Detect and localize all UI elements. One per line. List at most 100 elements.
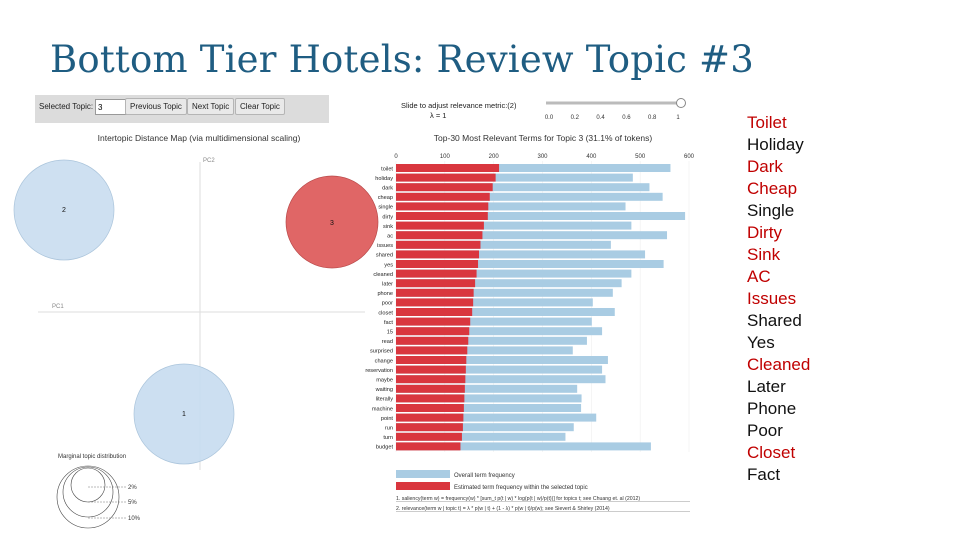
term-label-surprised[interactable]: surprised	[370, 349, 393, 355]
topic-circle-1[interactable]: 1	[133, 363, 235, 465]
footnote-saliency: 1. saliency(term w) = frequency(w) * [su…	[396, 496, 640, 502]
term-label-sink[interactable]: sink	[383, 224, 393, 230]
x-tick-500: 500	[635, 154, 646, 160]
term-label-maybe[interactable]: maybe	[376, 378, 393, 384]
term-label-fact[interactable]: fact	[384, 320, 393, 326]
topic-bar-fact	[396, 317, 471, 326]
overall-bar-waiting	[396, 384, 578, 393]
term-label-phone[interactable]: phone	[377, 291, 393, 297]
topic-bar-single	[396, 202, 489, 211]
overall-bar-shared	[396, 250, 646, 259]
topic-bar-issues	[396, 240, 481, 249]
term-label-later[interactable]: later	[382, 282, 393, 288]
relevance-slider-label: Slide to adjust relevance metric:(2)	[401, 101, 517, 110]
overall-bar-fact	[396, 317, 592, 326]
distance-map-title: Intertopic Distance Map (via multidimens…	[98, 133, 301, 143]
overall-bar-closet	[396, 308, 615, 316]
marginal-legend-title: Marginal topic distribution	[58, 454, 126, 460]
term-label-issues[interactable]: issues	[377, 243, 393, 249]
topic-circle-3[interactable]: 3	[285, 175, 379, 269]
term-label-15[interactable]: 15	[387, 330, 393, 336]
footnote-relevance: 2. relevance(term w | topic t) = λ * p(w…	[396, 506, 610, 512]
term-list-item-dirty: Dirty	[747, 223, 782, 242]
legend-swatch-overall	[396, 470, 450, 478]
overall-bar-toilet	[396, 164, 671, 172]
bar-x-ticks: 0 100 200 300 400 500 600	[394, 154, 694, 160]
overall-bar-budget	[396, 442, 651, 451]
term-label-reservation[interactable]: reservation	[365, 368, 393, 374]
topic-bar-shared	[396, 250, 480, 259]
bar-term-labels: toilet holiday dark cheap single dirty sink ac i…	[365, 166, 393, 450]
overall-bar-read	[396, 336, 587, 345]
term-label-budget[interactable]: budget	[376, 445, 394, 451]
topic-bar-holiday	[396, 173, 496, 182]
overall-bar-sink	[396, 221, 632, 230]
overall-bar-single	[396, 202, 626, 211]
topic-bar-turn	[396, 432, 462, 441]
term-label-run[interactable]: run	[385, 426, 393, 432]
topic-bar-change	[396, 356, 467, 364]
term-label-dirty[interactable]: dirty	[382, 214, 393, 220]
term-label-waiting[interactable]: waiting	[375, 387, 393, 393]
legend-size-5pct: 5%	[128, 500, 137, 506]
topic-bar-cleaned	[396, 269, 477, 278]
term-list-item-shared: Shared	[747, 311, 802, 330]
slider-tick-2: 0.4	[596, 115, 605, 121]
slider-tick-4: 0.8	[648, 115, 657, 121]
topic-label-2: 2	[62, 207, 66, 214]
topic-bar-cheap	[396, 192, 490, 201]
term-label-literally[interactable]: literally	[376, 397, 394, 403]
term-label-machine[interactable]: machine	[372, 406, 393, 412]
next-topic-button[interactable]: Next Topic	[187, 98, 235, 115]
term-label-shared[interactable]: shared	[376, 253, 393, 259]
term-label-change[interactable]: change	[375, 358, 393, 364]
topic-circle-2[interactable]: 2	[13, 159, 115, 261]
slider-tick-3: 0.6	[622, 115, 631, 121]
term-label-poor[interactable]: poor	[382, 301, 393, 307]
topic-bar-sink	[396, 221, 484, 230]
term-label-cheap[interactable]: cheap	[378, 195, 393, 201]
term-label-holiday[interactable]: holiday	[375, 176, 393, 182]
topic-bar-point	[396, 413, 464, 422]
overall-bar-change	[396, 356, 608, 364]
overall-bar-ac	[396, 231, 668, 240]
term-label-turn[interactable]: turn	[383, 435, 393, 441]
overall-bar-point	[396, 413, 597, 422]
overall-bar-dark	[396, 183, 650, 192]
term-label-dark[interactable]: dark	[382, 186, 393, 192]
term-list-item-single: Single	[747, 201, 795, 220]
term-label-cleaned[interactable]: cleaned	[373, 272, 393, 278]
term-label-single[interactable]: single	[378, 205, 393, 211]
term-list-item-holiday: Holiday	[747, 135, 804, 154]
previous-topic-button[interactable]: Previous Topic	[125, 98, 187, 115]
term-label-toilet[interactable]: toilet	[381, 166, 393, 172]
topic-bar-toilet	[396, 164, 500, 172]
term-label-closet[interactable]: closet	[378, 310, 393, 316]
slider-handle[interactable]	[676, 98, 686, 108]
overall-bar-dirty	[396, 212, 686, 220]
term-label-yes[interactable]: yes	[384, 262, 393, 268]
relevance-slider[interactable]: 0.0 0.2 0.4 0.6 0.8 1	[545, 98, 686, 122]
topic-bar-budget	[396, 442, 461, 451]
topic-bar-waiting	[396, 384, 465, 393]
clear-topic-button[interactable]: Clear Topic	[235, 98, 285, 115]
slide-title: Bottom Tier Hotels: Review Topic #3	[50, 38, 754, 81]
term-list-item-poor: Poor	[747, 421, 783, 440]
x-tick-600: 600	[684, 154, 695, 160]
legend-label-overall: Overall term frequency	[454, 473, 515, 479]
bar-chart-title: Top-30 Most Relevant Terms for Topic 3 (…	[434, 133, 653, 143]
overall-bar-later	[396, 279, 622, 288]
term-label-ac[interactable]: ac	[387, 234, 393, 240]
overall-bar-holiday	[396, 173, 633, 182]
legend-label-topic: Estimated term frequency within the sele…	[454, 485, 588, 491]
overall-bar-machine	[396, 404, 582, 412]
topic-bar-maybe	[396, 375, 466, 384]
term-label-point[interactable]: point	[381, 416, 394, 422]
selected-topic-input[interactable]	[95, 99, 127, 115]
topic-label-3: 3	[330, 220, 334, 227]
term-label-read[interactable]: read	[382, 339, 393, 345]
term-list-item-toilet: Toilet	[747, 113, 787, 132]
legend-size-10pct: 10%	[128, 516, 141, 522]
overall-bar-phone	[396, 288, 613, 297]
slider-tick-0: 0.0	[545, 115, 554, 121]
